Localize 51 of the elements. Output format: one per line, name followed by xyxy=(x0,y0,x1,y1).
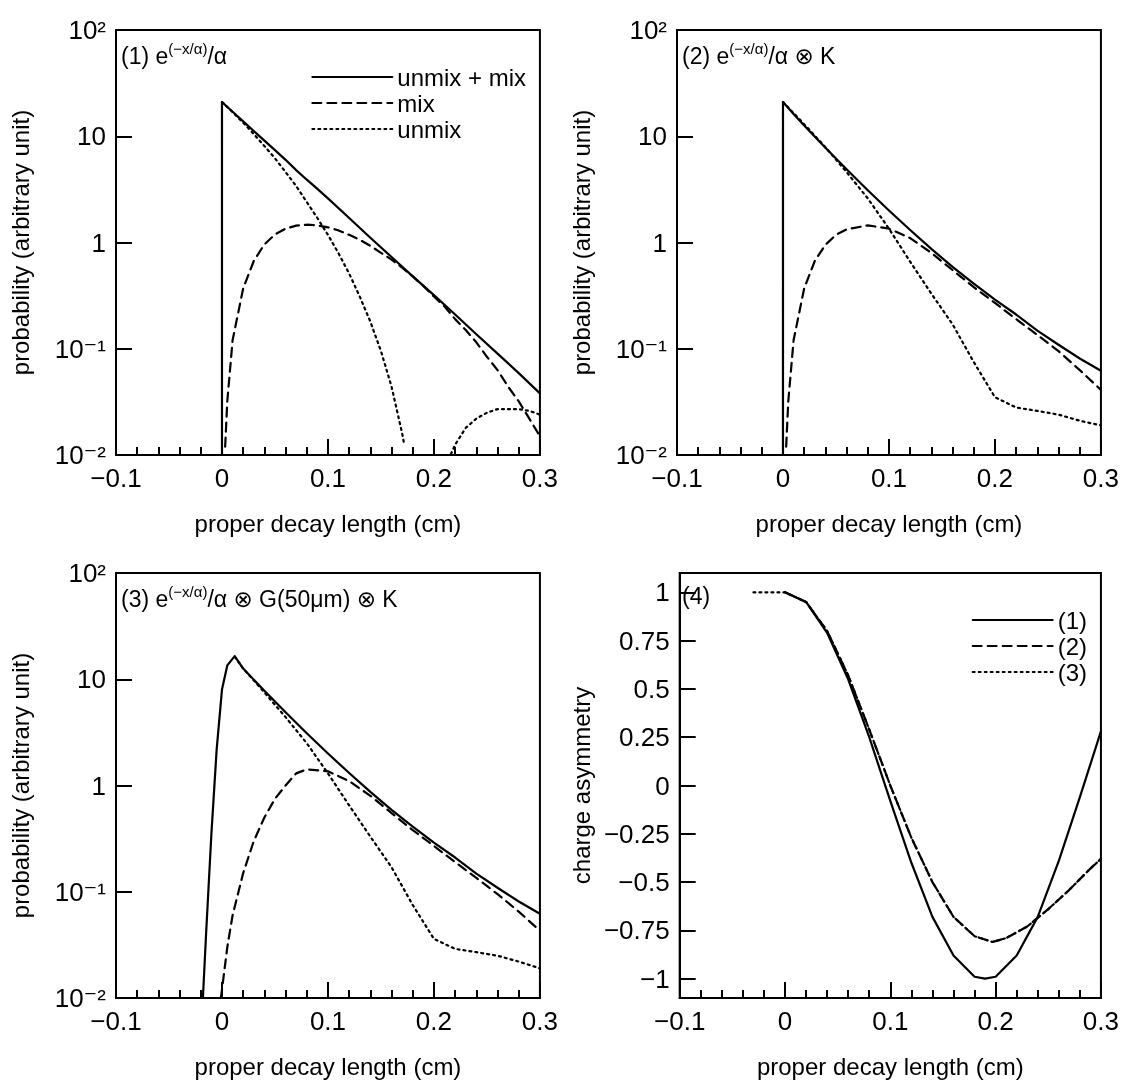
y-axis-title: probability (arbitrary unit) xyxy=(6,652,34,919)
x-tick-label: 0.2 xyxy=(415,1006,453,1036)
x-axis-title: proper decay length (cm) xyxy=(755,509,1022,537)
y-tick-label: 10⁻¹ xyxy=(54,333,107,364)
x-tick-label: 0.2 xyxy=(415,463,453,493)
y-tick-label: 0.25 xyxy=(618,722,670,753)
x-tick-label: 0.3 xyxy=(521,1006,559,1036)
x-tick-label: 0.2 xyxy=(977,1006,1014,1036)
x-tick-label: 0.1 xyxy=(309,1006,347,1036)
x-axis-title: proper decay length (cm) xyxy=(194,509,462,537)
y-tick-label: 0 xyxy=(654,770,670,801)
x-tick-label: 0.3 xyxy=(1082,463,1119,493)
x-tick-label: 0.1 xyxy=(871,1006,908,1036)
legend-label: (1) xyxy=(1057,606,1087,634)
x-tick-label: 0 xyxy=(775,463,790,493)
x-tick-label: 0.1 xyxy=(870,463,907,493)
y-tick-label: 1 xyxy=(91,770,106,801)
y-tick-label: 10 xyxy=(77,664,106,695)
y-tick-label: 0.75 xyxy=(618,625,670,656)
y-tick-label: 10⁻¹ xyxy=(54,876,107,907)
y-axis-title: charge asymmetry xyxy=(567,686,594,885)
y-tick-label: 10² xyxy=(628,15,667,45)
x-axis-title: proper decay length (cm) xyxy=(756,1052,1024,1080)
x-tick-label: 0.3 xyxy=(521,463,559,493)
y-axis-title: probability (arbitrary unit) xyxy=(6,109,34,376)
legend-label: unmix + mix xyxy=(397,63,527,91)
y-axis-title: probability (arbitrary unit) xyxy=(567,109,594,376)
y-tick-label: 10 xyxy=(637,121,667,152)
y-tick-label: −0.5 xyxy=(617,867,670,898)
x-tick-label: 0 xyxy=(214,463,230,493)
y-tick-label: 10⁻¹ xyxy=(615,333,667,364)
x-tick-label: 0 xyxy=(777,1006,792,1036)
x-axis-title: proper decay length (cm) xyxy=(194,1052,462,1080)
x-tick-label: 0.3 xyxy=(1082,1006,1119,1036)
x-tick-label: 0.2 xyxy=(976,463,1013,493)
x-tick-label: −0.1 xyxy=(653,1006,705,1036)
y-tick-label: 10 xyxy=(77,121,106,152)
y-tick-label: −0.75 xyxy=(603,915,670,946)
y-tick-label: 1 xyxy=(654,577,670,608)
y-tick-label: −0.25 xyxy=(603,818,670,849)
legend-label: mix xyxy=(397,89,435,117)
y-tick-label: −1 xyxy=(639,963,670,994)
y-tick-label: 0.5 xyxy=(633,673,670,704)
x-tick-label: 0 xyxy=(214,1006,230,1036)
y-tick-label: 1 xyxy=(652,227,667,258)
legend-label: unmix xyxy=(397,115,462,143)
y-tick-label: 10² xyxy=(68,15,107,45)
y-tick-label: 10² xyxy=(68,558,107,588)
chart-title: (4) xyxy=(681,582,710,609)
y-tick-label: 1 xyxy=(91,227,106,258)
x-tick-label: 0.1 xyxy=(309,463,347,493)
